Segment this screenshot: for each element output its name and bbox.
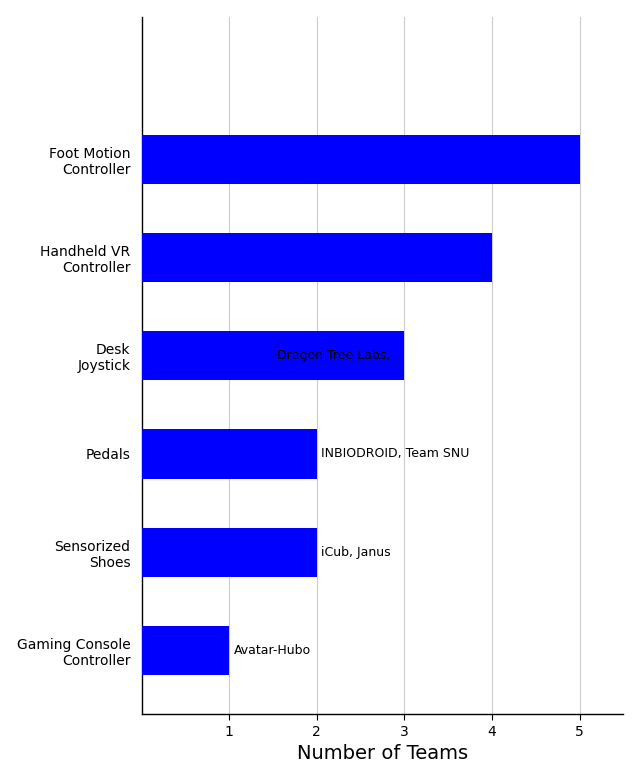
Bar [141, 233, 492, 282]
Text: iCub, Janus: iCub, Janus [321, 546, 391, 558]
Bar [141, 332, 404, 381]
Bar [141, 135, 580, 184]
Bar [141, 626, 229, 675]
Bar [141, 429, 317, 478]
X-axis label: Number of Teams: Number of Teams [297, 744, 468, 764]
Text: INBIODROID, Team SNU: INBIODROID, Team SNU [321, 448, 470, 460]
Text: Dragon Tree Labs,: Dragon Tree Labs, [277, 349, 390, 362]
Text: Avatar-Hubo: Avatar-Hubo [234, 644, 310, 657]
Bar [141, 527, 317, 576]
